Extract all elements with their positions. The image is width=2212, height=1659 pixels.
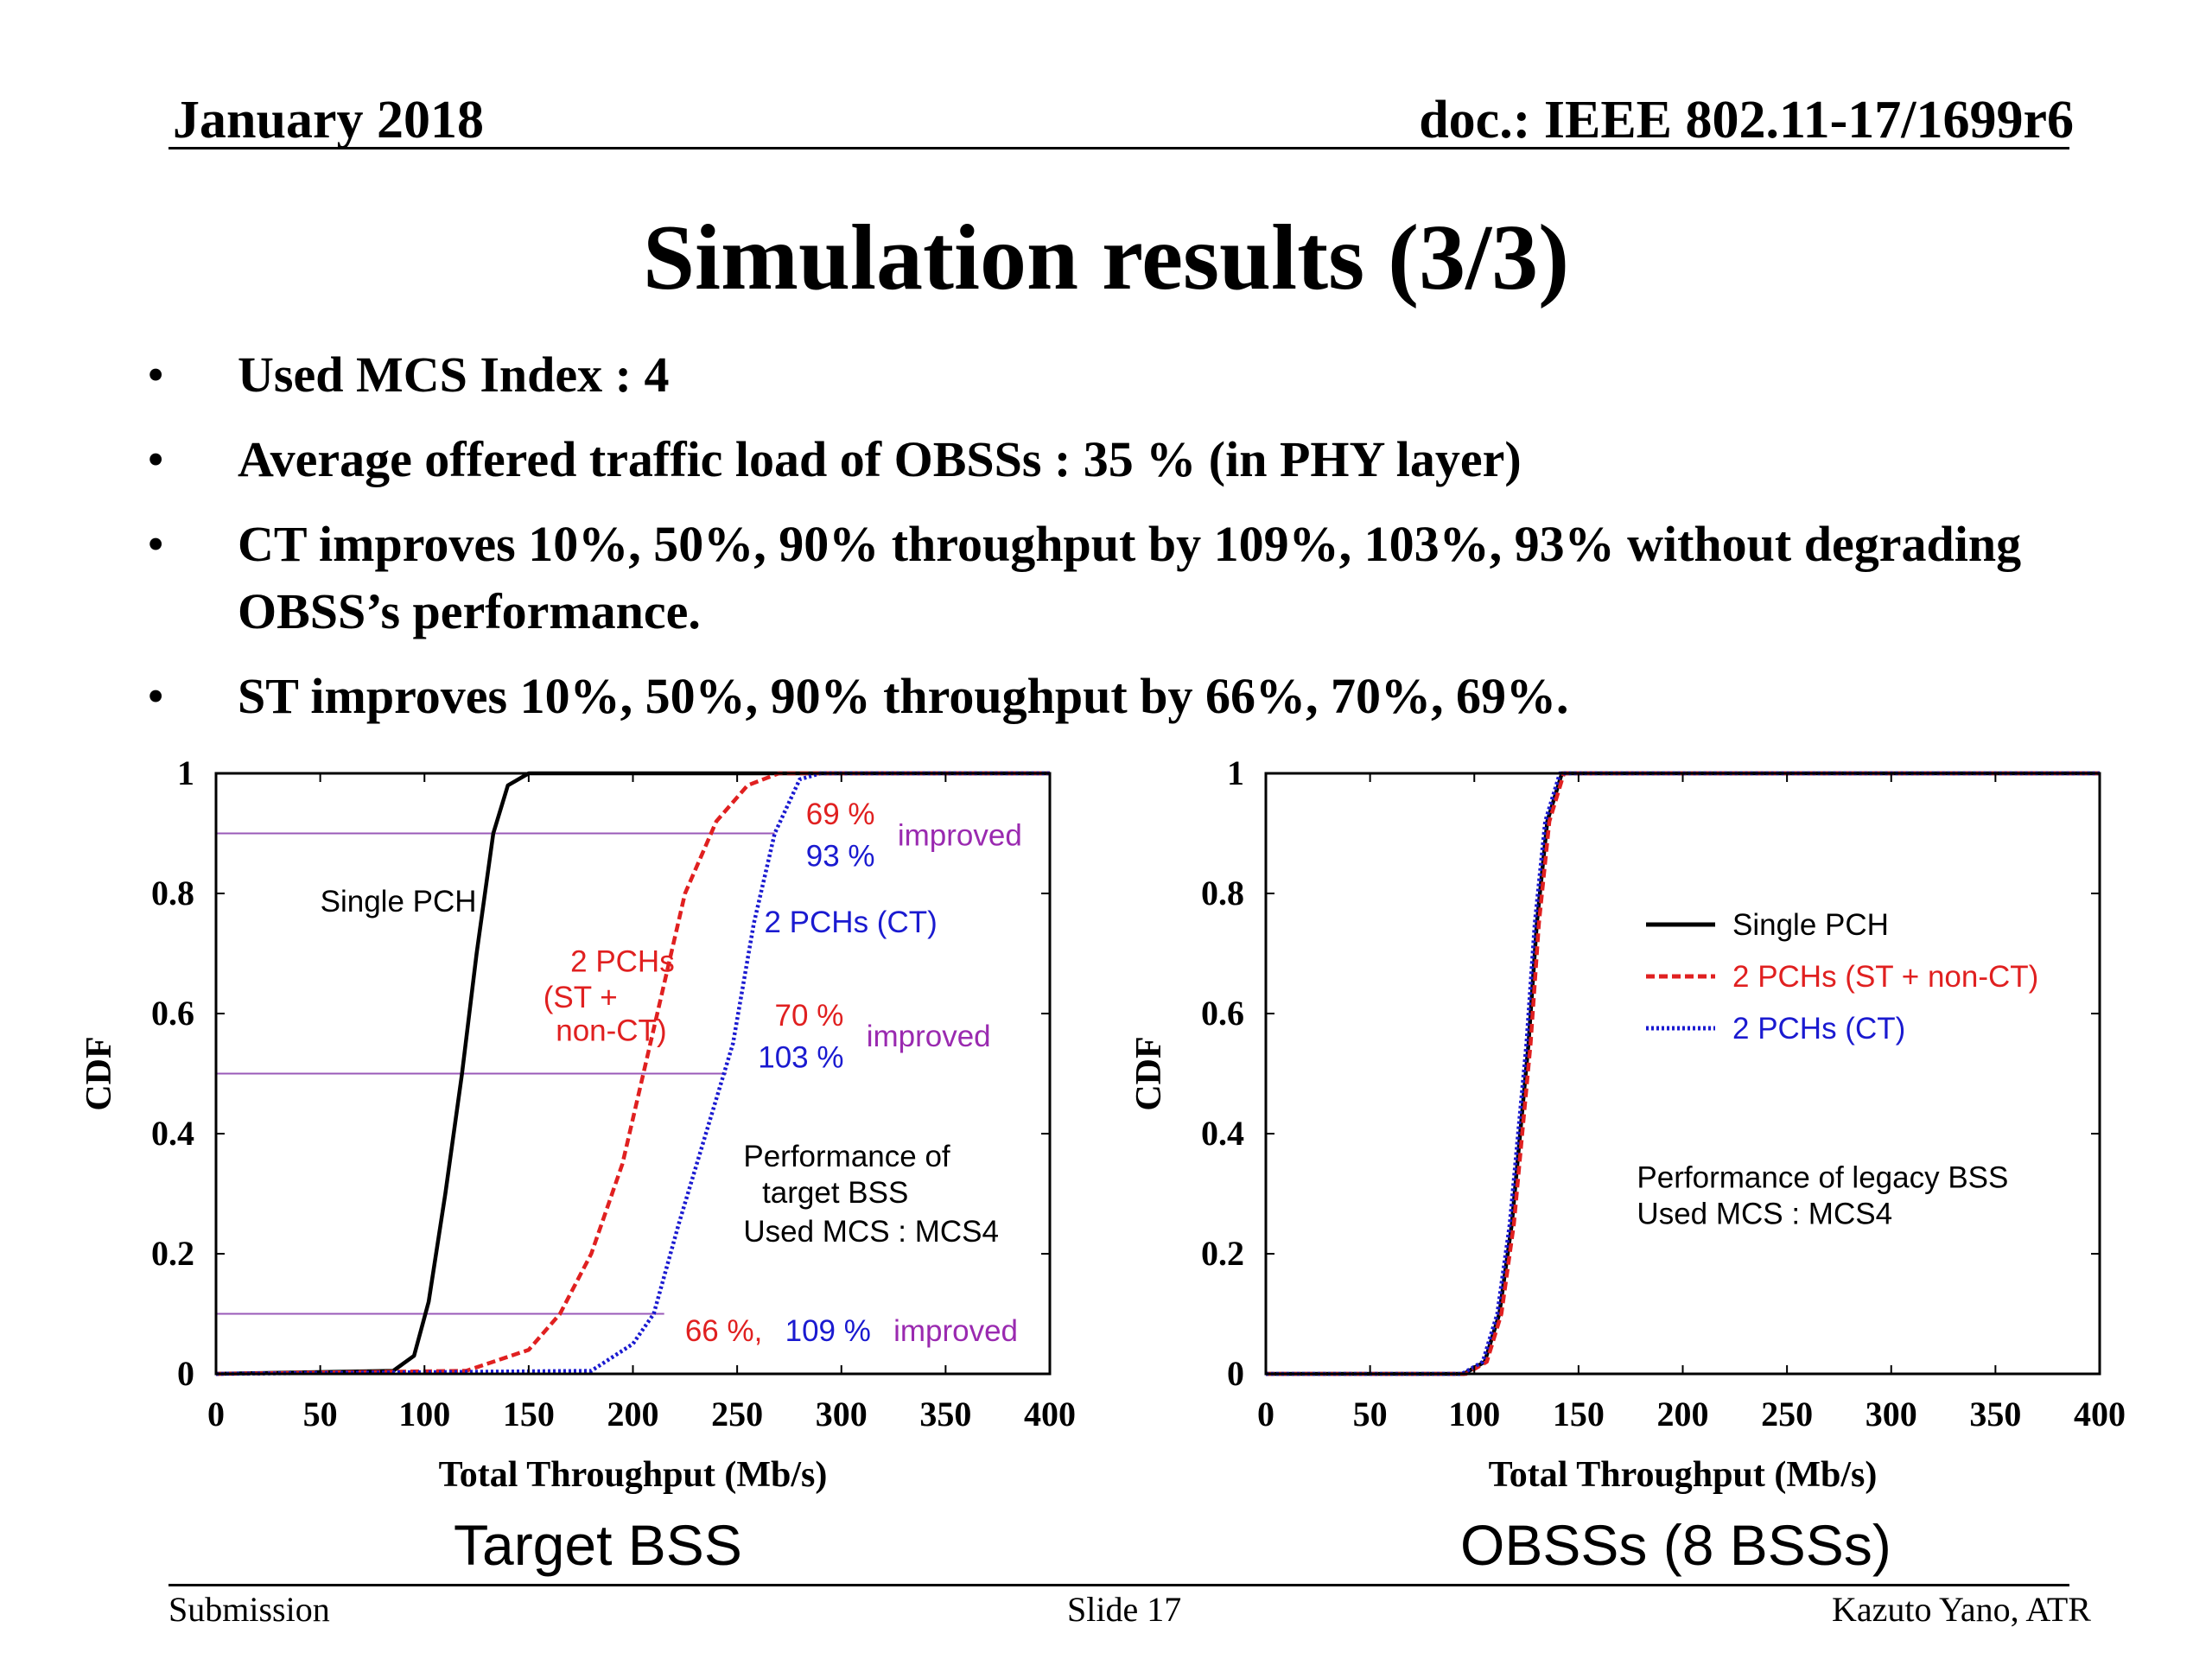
- slide-title: Simulation results (3/3): [642, 207, 1570, 309]
- chart-annotation: Used MCS : MCS4: [743, 1215, 999, 1249]
- chart-annotation: (ST +: [543, 981, 618, 1014]
- y-tick-label: 0.6: [151, 994, 194, 1033]
- y-tick-label: 0.2: [1201, 1234, 1244, 1273]
- footer-slide-number: Slide 17: [1067, 1590, 1182, 1629]
- chart-annotation: 66 %,: [685, 1314, 763, 1348]
- x-tick-label: 100: [398, 1395, 450, 1433]
- x-tick-label: 100: [1448, 1395, 1500, 1433]
- chart-annotation: 69 %: [806, 798, 875, 831]
- x-tick-label: 0: [1257, 1395, 1274, 1433]
- plot-frame: [1264, 772, 2101, 1376]
- chart-annotation: Single PCH: [321, 885, 477, 918]
- chart-annotation: 103 %: [758, 1041, 843, 1075]
- bullet-text: ST improves 10%, 50%, 90% throughput by …: [238, 668, 1569, 724]
- caption-obss: OBSSs (8 BSSs): [1460, 1513, 1891, 1577]
- y-tick-label: 0.8: [1201, 874, 1244, 912]
- target-bss-cdf-chart: 0 50 100 150 200 250 300 350 400 0 0.2 0.4 0.6 0.8 1 To…: [79, 753, 1076, 1495]
- header-date: January 2018: [173, 91, 484, 149]
- bullet-item: • Used MCS Index : 4: [147, 341, 2091, 409]
- x-tick-label: 250: [1761, 1395, 1813, 1433]
- chart-annotation: Performance of legacy BSS: [1637, 1161, 2008, 1195]
- chart-annotation: improved: [898, 818, 1022, 852]
- chart-annotation: 2 PCHs (CT): [764, 906, 937, 939]
- y-tick-label: 0: [177, 1354, 194, 1393]
- footer-submission: Submission: [168, 1590, 330, 1629]
- series-line-2: [1266, 771, 2100, 1376]
- x-tick-label: 50: [303, 1395, 338, 1433]
- chart-annotation: non-CT): [556, 1014, 666, 1047]
- chart-annotation: Performance of: [743, 1140, 950, 1173]
- caption-target-bss: Target BSS: [454, 1513, 742, 1577]
- legend-label: Single PCH: [1732, 908, 1889, 942]
- footer-author: Kazuto Yano, ATR: [1831, 1590, 2091, 1629]
- x-tick-label: 300: [816, 1395, 868, 1433]
- x-tick-label: 0: [207, 1395, 225, 1433]
- y-tick-label: 0.2: [151, 1234, 194, 1273]
- x-tick-label: 200: [1657, 1395, 1709, 1433]
- y-tick-label: 0.4: [1201, 1114, 1244, 1153]
- y-axis-label: CDF: [1129, 1036, 1169, 1110]
- series-line-1: [215, 771, 1050, 1376]
- bullet-item: • Average offered traffic load of OBSSs :…: [147, 426, 2091, 493]
- y-tick-label: 0.8: [151, 874, 194, 912]
- bullet-text: Average offered traffic load of OBSSs : …: [238, 431, 1522, 487]
- bullet-text: CT improves 10%, 50%, 90% throughput by …: [238, 516, 2022, 639]
- bullet-list: • Used MCS Index : 4 • Average offered tra…: [147, 341, 2091, 747]
- header-rule: [168, 147, 2069, 149]
- chart-annotation: 70 %: [775, 999, 844, 1033]
- y-tick-label: 1: [177, 753, 194, 792]
- x-tick-label: 250: [711, 1395, 763, 1433]
- bullet-item: • ST improves 10%, 50%, 90% throughput by…: [147, 663, 2091, 730]
- chart-annotation: Used MCS : MCS4: [1637, 1197, 1892, 1230]
- x-tick-label: 150: [503, 1395, 555, 1433]
- y-tick-label: 0.6: [1201, 994, 1244, 1033]
- x-axis-label: Total Throughput (Mb/s): [439, 1455, 828, 1495]
- chart-annotation: target BSS: [762, 1176, 908, 1210]
- y-tick-label: 0.4: [151, 1114, 194, 1153]
- series-line-2: [215, 771, 1050, 1376]
- x-tick-label: 400: [2074, 1395, 2126, 1433]
- y-tick-label: 0: [1227, 1354, 1244, 1393]
- series-line-0: [215, 771, 1050, 1376]
- x-tick-label: 350: [1969, 1395, 2021, 1433]
- bullet-icon: •: [147, 516, 165, 572]
- legend-label: 2 PCHs (CT): [1732, 1012, 1905, 1046]
- x-tick-label: 300: [1866, 1395, 1917, 1433]
- bullet-icon: •: [147, 431, 165, 487]
- x-tick-label: 350: [919, 1395, 971, 1433]
- header-doc-id: doc.: IEEE 802.11-17/1699r6: [1419, 91, 2074, 149]
- chart-annotation: 109 %: [785, 1314, 871, 1348]
- bullet-icon: •: [147, 346, 165, 403]
- x-axis-label: Total Throughput (Mb/s): [1489, 1455, 1878, 1495]
- chart-annotation: 93 %: [806, 840, 875, 874]
- obss-cdf-chart: 0 50 100 150 200 250 300 350 400 0 0.2 0.4 0.6 0.8 1 To…: [1129, 753, 2126, 1495]
- x-tick-label: 50: [1353, 1395, 1388, 1433]
- chart-annotation: 2 PCHs: [570, 944, 675, 978]
- x-tick-label: 150: [1553, 1395, 1605, 1433]
- legend-label: 2 PCHs (ST + non-CT): [1732, 960, 2038, 994]
- y-axis-label: CDF: [79, 1036, 119, 1110]
- chart-annotation: improved: [893, 1314, 1018, 1348]
- x-tick-label: 400: [1024, 1395, 1076, 1433]
- x-tick-label: 200: [607, 1395, 659, 1433]
- bullet-text: Used MCS Index : 4: [238, 346, 670, 403]
- bullet-icon: •: [147, 668, 165, 724]
- footer-rule: [168, 1584, 2069, 1586]
- series-line-0: [1266, 771, 2100, 1376]
- series-line-1: [1266, 771, 2100, 1376]
- bullet-item: • CT improves 10%, 50%, 90% throughput by…: [147, 511, 2091, 645]
- chart-annotation: improved: [867, 1020, 991, 1053]
- y-tick-label: 1: [1227, 753, 1244, 792]
